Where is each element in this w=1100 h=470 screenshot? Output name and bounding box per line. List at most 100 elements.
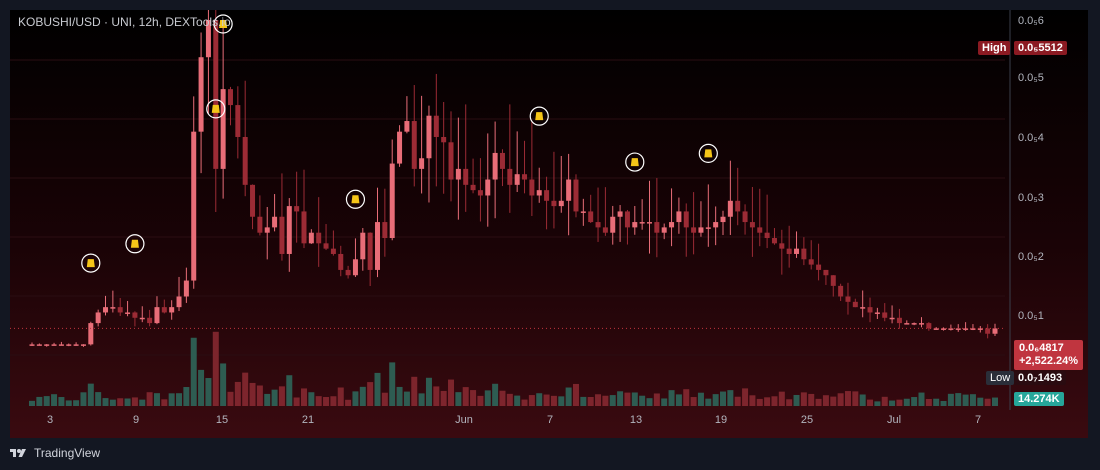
volume-bar [462,387,469,406]
event-marker-icon [81,253,101,273]
candle-body [735,200,741,212]
volume-bar [396,386,403,406]
volume-bar [844,391,851,406]
candle-body [676,211,682,223]
y-tick-label: 0.0₅1 [1018,310,1044,322]
volume-bar [756,398,763,406]
volume-bar [87,383,94,406]
volume-bar [183,387,190,406]
candle-body [426,115,432,159]
event-marker-icon [125,234,145,254]
candle-body [191,131,197,281]
candle-body [727,200,733,217]
volume-bar [771,396,778,406]
volume-bar [903,398,910,406]
volume-bar [800,392,807,406]
candle-body [867,307,873,313]
volume-bar [168,393,175,406]
candle-body [367,232,373,270]
volume-bar [822,395,829,406]
x-tick-label: 7 [974,414,982,426]
volume-bar [271,389,278,406]
candle-body [874,312,880,314]
volume-bar [624,392,631,406]
candle-body [669,222,675,228]
volume-bar [661,398,668,406]
candle-body [139,317,145,320]
volume-bar [381,392,388,406]
candle-body [117,307,123,313]
candle-body [73,344,79,346]
volume-bar [925,398,932,406]
candle-body [970,328,976,330]
volume-bar [124,398,131,406]
volume-bar [852,391,859,406]
candle-body [308,232,314,244]
candle-body [125,312,131,314]
volume-bar [683,389,690,406]
tradingview-brand[interactable]: TradingView [10,444,100,462]
candle-body [161,307,167,313]
volume-bar [690,397,697,406]
volume-bar [977,397,984,406]
candle-body [749,222,755,228]
volume-bar [418,393,425,406]
x-tick-label: 25 [800,414,814,426]
event-marker-icon [206,99,226,119]
candle-body [448,142,454,180]
candle-body [551,200,557,207]
candle-body [624,211,630,228]
candle-body [566,179,572,201]
volume-bar [675,394,682,406]
candle-body [360,232,366,260]
volume-bar [506,393,513,406]
candle-body [801,248,807,260]
volume-bar [727,390,734,406]
candle-body [330,248,336,254]
candlestick-plot[interactable] [10,10,1088,438]
candle-body [529,179,535,196]
volume-bar [558,396,565,406]
candle-body [294,206,300,212]
volume-bar [36,396,43,406]
candle-body [44,344,50,346]
candle-body [720,216,726,223]
y-tick-label: 0.0₅2 [1018,251,1044,263]
volume-bar [455,392,462,406]
x-tick-label: 7 [546,414,554,426]
chart-area[interactable]: KOBUSHI/USD · UNI, 12h, DEXTools.io 0.0₅… [10,10,1088,438]
volume-bar [337,387,344,406]
candle-body [88,323,94,345]
volume-bar [595,394,602,406]
volume-bar [153,393,160,406]
volume-bar [440,390,447,406]
volume-bar [572,383,579,406]
candle-body [705,227,711,229]
candle-body [918,323,924,325]
volume-bar [315,396,322,406]
volume-bar [330,396,337,406]
x-tick-label: 21 [301,414,315,426]
volume-bar [117,398,124,406]
volume-bar [947,393,954,406]
volume-bar [198,369,205,406]
low-value-tag: 0.0₇1493 [1014,371,1067,385]
candle-body [264,227,270,233]
volume-bar [609,395,616,406]
candle-body [345,269,351,276]
candle-body [536,190,542,196]
candle-body [838,285,844,297]
volume-bar [359,386,366,406]
volume-bar [499,390,506,406]
volume-bar [492,383,499,406]
volume-bar [521,399,528,406]
candle-body [948,328,954,330]
volume-bar [639,395,646,406]
volume-bar [543,394,550,406]
candle-body [272,216,278,228]
volume-bar [242,372,249,406]
volume-bar [528,395,535,406]
volume-bar [536,393,543,406]
volume-bar [631,392,638,406]
volume-bar [433,386,440,406]
